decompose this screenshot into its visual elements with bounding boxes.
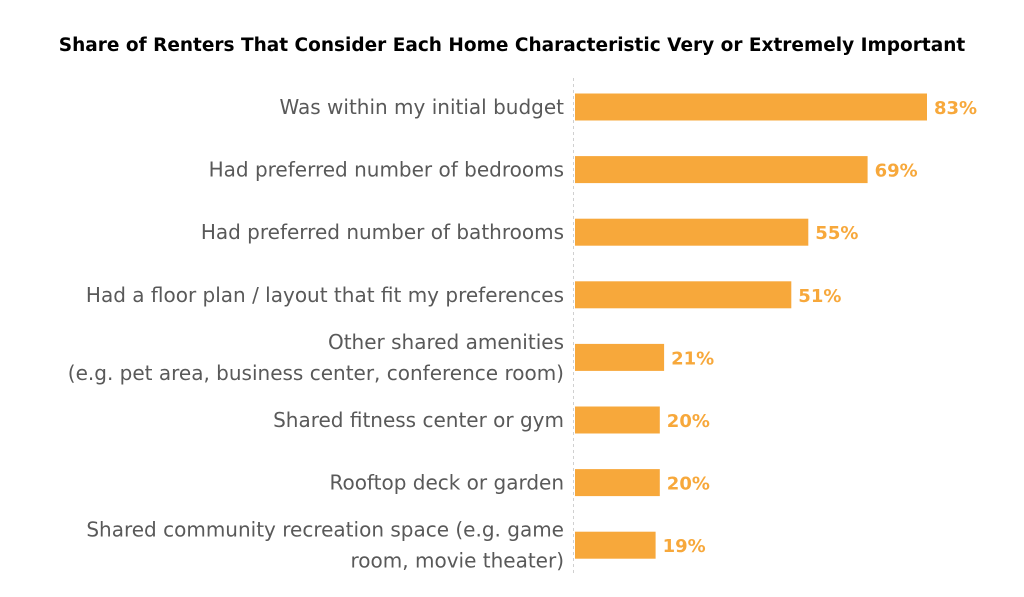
value-label-6: 20%	[667, 411, 710, 432]
value-label-7: 20%	[667, 474, 710, 495]
bar-5	[575, 343, 665, 371]
value-label-8: 19%	[663, 536, 706, 557]
bar-1	[575, 93, 927, 121]
category-label-1: Was within my initial budget	[280, 95, 565, 119]
bar-8	[575, 531, 656, 559]
category-label-2: Had preferred number of bedrooms	[209, 158, 564, 182]
bar-7	[575, 469, 660, 497]
category-label-6: Shared fitness center or gym	[273, 408, 564, 432]
category-label-4: Had a floor plan / layout that fit my pr…	[86, 283, 564, 307]
category-label-5-line-1: Other shared amenities	[328, 330, 564, 354]
value-label-2: 69%	[875, 161, 918, 182]
value-label-3: 55%	[815, 223, 858, 244]
value-label-1: 83%	[934, 98, 977, 119]
bar-3	[575, 218, 809, 246]
value-label-5: 21%	[671, 348, 714, 369]
chart-title: Share of Renters That Consider Each Home…	[58, 35, 966, 56]
category-label-8-line-1: Shared community recreation space (e.g. …	[86, 518, 564, 542]
bar-6	[575, 406, 660, 434]
category-label-5-line-2: (e.g. pet area, business center, confere…	[68, 361, 564, 385]
bar-4	[575, 281, 792, 309]
bars-group: 83% Was within my initial budget 69% Had pr…	[68, 93, 977, 573]
value-label-4: 51%	[798, 286, 841, 307]
bar-2	[575, 156, 868, 184]
category-label-3: Had preferred number of bathrooms	[201, 220, 564, 244]
category-label-7: Rooftop deck or garden	[329, 471, 564, 495]
category-label-8-line-2: room, movie theater)	[351, 549, 564, 573]
